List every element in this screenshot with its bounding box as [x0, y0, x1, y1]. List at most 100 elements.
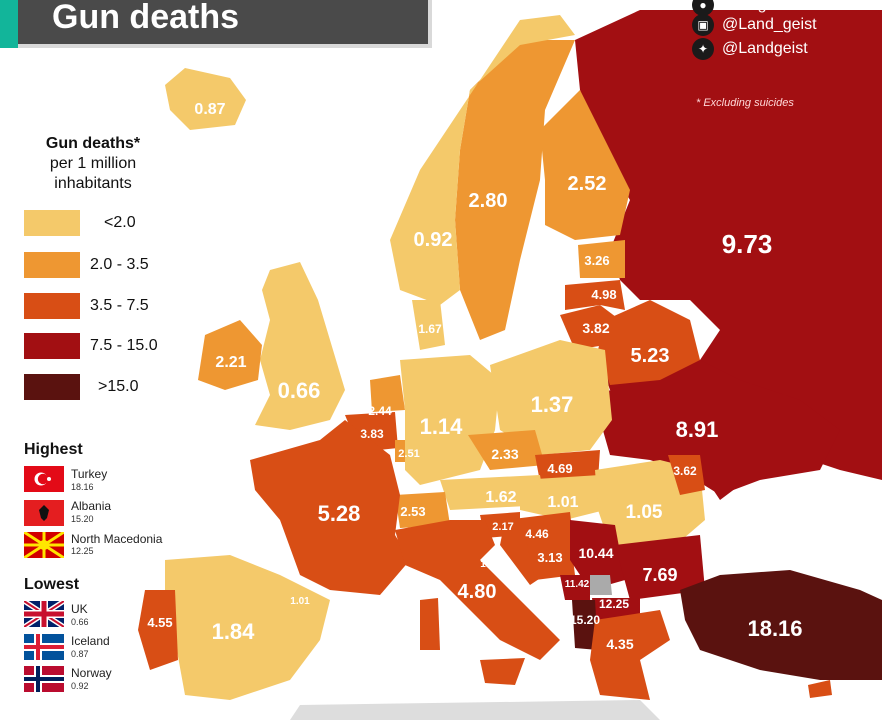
legend-label-4: 7.5 - 15.0: [90, 337, 158, 354]
label-albania: 15.20: [570, 613, 600, 627]
label-ireland: 2.21: [215, 354, 246, 371]
label-serbia: 10.44: [578, 545, 613, 561]
region-switzerland: [395, 492, 450, 528]
legend-title-line2: per 1 million: [49, 155, 137, 172]
region-kosovo: [590, 575, 612, 595]
page-title: Gun deaths: [52, 0, 240, 36]
legend-title-bold: Gun deaths*: [45, 135, 141, 152]
highest-1-country: Turkey: [71, 467, 108, 481]
label-greece: 4.35: [606, 636, 633, 652]
highest-3-value: 12.25: [71, 546, 94, 556]
legend-label-1: <2.0: [104, 214, 136, 231]
social-website: ● Landgeist.com: [692, 0, 826, 16]
label-germany: 1.14: [420, 414, 464, 439]
highest-2-value: 15.20: [71, 514, 94, 524]
flag-norway-icon: [24, 666, 64, 692]
label-uk: 0.66: [278, 378, 321, 403]
twitter-icon: ✦: [692, 38, 714, 60]
lowest-heading: Lowest: [24, 576, 80, 593]
label-croatia: 4.46: [525, 527, 549, 541]
label-spain: 1.84: [212, 619, 256, 644]
lowest-3-value: 0.92: [71, 681, 89, 691]
legend-swatch-4: [24, 333, 80, 359]
globe-icon: ●: [692, 0, 714, 16]
flag-iceland-icon: [24, 634, 64, 660]
label-lithuania: 3.82: [582, 320, 609, 336]
label-cyprus: 5.64: [779, 700, 799, 711]
label-hungary: 1.01: [547, 494, 578, 511]
label-ukraine: 8.91: [676, 417, 719, 442]
region-turkey: [680, 570, 882, 680]
label-latvia: 4.98: [591, 287, 616, 302]
highest-heading: Highest: [24, 441, 83, 458]
flag-north-macedonia-icon: [24, 532, 64, 558]
region-sicily: [480, 658, 525, 685]
label-turkey: 18.16: [747, 616, 802, 641]
twitter-text: @Landgeist: [722, 40, 808, 57]
region-sardinia: [420, 598, 440, 650]
label-slovenia: 2.17: [492, 521, 513, 533]
label-slovakia: 4.69: [547, 461, 572, 476]
legend-title-line3: inhabitants: [54, 175, 132, 192]
footnote: * Excluding suicides: [696, 97, 794, 109]
label-norway: 0.92: [414, 229, 453, 251]
region-czechia: [468, 430, 545, 470]
highest-3-country: North Macedonia: [71, 532, 163, 546]
legend-title: Gun deaths* per 1 million inhabitants: [18, 134, 168, 194]
social-twitter: ✦ @Landgeist: [692, 38, 808, 60]
label-switzerland: 2.53: [400, 504, 425, 519]
region-serbia: [570, 520, 625, 590]
region-france: [250, 420, 410, 595]
region-slovakia: [535, 450, 600, 482]
label-portugal: 4.55: [147, 615, 172, 630]
lowest-1-value: 0.66: [71, 617, 89, 627]
region-denmark: [412, 300, 445, 350]
lowest-1-country: UK: [71, 602, 88, 616]
label-monaco: 1.33: [410, 574, 430, 585]
label-denmark: 1.67: [418, 322, 442, 336]
label-bulgaria: 7.69: [642, 565, 677, 585]
social-instagram: ▣ @Land_geist: [692, 14, 817, 36]
region-netherlands: [370, 375, 405, 412]
label-iceland: 0.87: [194, 101, 225, 118]
label-france: 5.28: [318, 501, 361, 526]
region-poland: [490, 340, 612, 455]
lowest-3-country: Norway: [71, 666, 112, 680]
instagram-text: @Land_geist: [722, 16, 817, 33]
region-belarus: [598, 300, 700, 385]
lowest-2-value: 0.87: [71, 649, 89, 659]
label-italy: 4.80: [458, 581, 497, 603]
flag-uk-icon: [24, 601, 64, 627]
region-italy: [395, 520, 560, 660]
website-text: Landgeist.com: [722, 0, 827, 13]
label-sweden: 2.80: [469, 190, 508, 212]
label-montenegro: 11.42: [565, 579, 590, 590]
label-romania: 1.05: [626, 502, 663, 523]
region-germany: [400, 355, 500, 485]
label-russia: 9.73: [722, 229, 773, 259]
region-latvia: [565, 280, 625, 310]
label-belarus: 5.23: [631, 345, 670, 367]
region-lithuania: [560, 305, 620, 350]
label-austria: 1.62: [485, 489, 516, 506]
region-cyprus: [808, 680, 832, 698]
highest-1-value: 18.16: [71, 482, 94, 492]
region-uk: [255, 262, 345, 430]
title-bar: Gun deaths: [0, 0, 432, 48]
region-portugal: [138, 590, 178, 670]
title-accent: [0, 0, 18, 48]
region-iceland: [165, 68, 246, 130]
region-montenegro: [560, 575, 590, 600]
flag-turkey-icon: [24, 466, 64, 492]
legend-swatch-3: [24, 293, 80, 319]
region-austria: [440, 475, 545, 510]
label-bosnia: 3.13: [537, 550, 562, 565]
region-spain: [165, 555, 330, 700]
region-moldova: [668, 455, 705, 495]
label-belgium: 3.83: [360, 427, 384, 441]
highest-2-country: Albania: [71, 499, 112, 513]
region-bulgaria: [615, 535, 705, 600]
region-hungary: [520, 475, 605, 520]
region-bosnia: [525, 535, 575, 580]
